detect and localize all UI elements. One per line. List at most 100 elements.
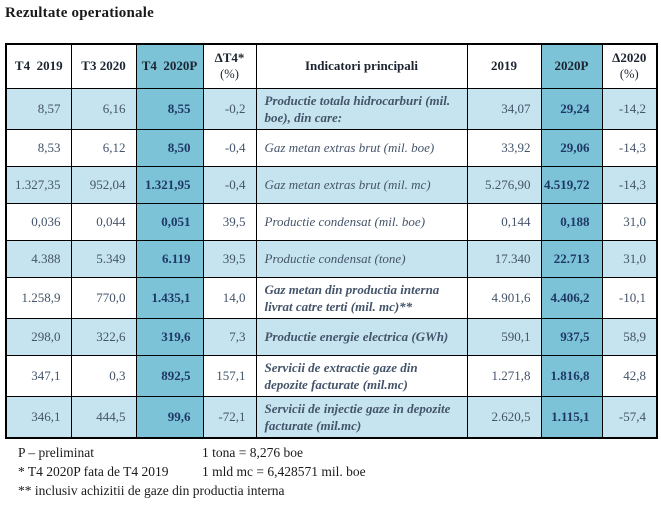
footnote-line-1: P – preliminat 1 tona = 8,276 boe (5, 443, 661, 462)
cell-t4-2019: 4.388 (5, 239, 72, 278)
cell-t4-2019: 8,57 (5, 87, 72, 130)
page-title: Rezultate operationale (5, 5, 154, 21)
footnote-line-3: ** inclusiv achizitii de gaze din produc… (5, 481, 661, 500)
cell-delta-2020: -14,3 (601, 165, 658, 204)
cell-t4-2020p: 892,5 (135, 354, 204, 397)
footnote-line-2: * T4 2020P fata de T4 2019 1 mld mc = 6,4… (5, 462, 661, 481)
column-header-t3-2020: T3 2020 (70, 43, 137, 89)
column-header-label: Indicatori principali (304, 58, 419, 74)
table-header: T4 2019 T3 2020 T4 2020P ΔT4* (%) Indicatori … (5, 43, 658, 89)
cell-t4-2020p: 1.321,95 (135, 165, 204, 204)
column-header-label: 2020P (554, 58, 589, 74)
cell-y2019: 1.271,8 (466, 354, 542, 397)
column-header-y2019: 2019 (466, 43, 542, 89)
cell-delta-2020: 42,8 (601, 354, 658, 397)
cell-t4-2020p: 6.119 (135, 239, 204, 278)
cell-delta-t4: 39,5 (202, 239, 257, 278)
column-header-label: T3 2020 (81, 58, 126, 74)
cell-y2019: 33,92 (466, 128, 542, 167)
cell-t4-2020p: 319,6 (135, 317, 204, 356)
column-header-label: Δ2020 (612, 50, 647, 66)
cell-y2020p: 937,5 (540, 317, 603, 356)
table-row: 0,036 0,044 0,051 39,5 Productie condensat (… (5, 202, 658, 241)
cell-delta-t4: -0,4 (202, 128, 257, 167)
footnote-preliminat: P – preliminat (18, 444, 94, 460)
footnote-achizitii: ** inclusiv achizitii de gaze din produc… (18, 482, 285, 498)
cell-t4-2019: 346,1 (5, 395, 72, 438)
footnote-mldmc-conversion: 1 mld mc = 6,428571 mil. boe (202, 463, 366, 479)
cell-indicator: Gaz metan din productia interna livrat c… (255, 276, 468, 319)
cell-t4-2019: 1.258,9 (5, 276, 72, 319)
footnotes: P – preliminat 1 tona = 8,276 boe * T4 20… (5, 443, 661, 500)
cell-t3-2020: 6,12 (70, 128, 137, 167)
cell-indicator: Productie condensat (tone) (255, 239, 468, 278)
column-header-label: T4 2020P (141, 58, 198, 74)
column-header-t4-2019: T4 2019 (5, 43, 72, 89)
cell-delta-2020: 31,0 (601, 202, 658, 241)
table-row: 346,1 444,5 99,6 -72,1 Servicii de injectie … (5, 395, 658, 438)
cell-y2020p: 29,06 (540, 128, 603, 167)
column-header-delta-2020: Δ2020 (%) (601, 43, 658, 89)
cell-delta-t4: 157,1 (202, 354, 257, 397)
footnote-t4-comparison: * T4 2020P fata de T4 2019 (18, 463, 169, 479)
cell-delta-2020: 58,9 (601, 317, 658, 356)
column-header-t4-2020p: T4 2020P (135, 43, 204, 89)
table-row: 1.258,9 770,0 1.435,1 14,0 Gaz metan din pro… (5, 276, 658, 319)
column-header-y2020p: 2020P (540, 43, 603, 89)
cell-t3-2020: 6,16 (70, 87, 137, 130)
column-header-unit: (%) (220, 67, 239, 82)
cell-y2019: 2.620,5 (466, 395, 542, 438)
table-row: 8,53 6,12 8,50 -0,4 Gaz metan extras brut (m… (5, 128, 658, 167)
cell-delta-t4: -0,2 (202, 87, 257, 130)
cell-y2019: 17.340 (466, 239, 542, 278)
cell-delta-2020: -14,3 (601, 128, 658, 167)
cell-t3-2020: 0,3 (70, 354, 137, 397)
cell-t4-2019: 1.327,35 (5, 165, 72, 204)
cell-t3-2020: 5.349 (70, 239, 137, 278)
column-header-unit: (%) (619, 67, 639, 82)
cell-delta-t4: 39,5 (202, 202, 257, 241)
table-row: 298,0 322,6 319,6 7,3 Productie energie elec… (5, 317, 658, 356)
cell-indicator: Servicii de injectie gaze in depozite fa… (255, 395, 468, 438)
cell-delta-2020: -57,4 (601, 395, 658, 438)
cell-delta-2020: 31,0 (601, 239, 658, 278)
cell-delta-t4: 7,3 (202, 317, 257, 356)
cell-delta-t4: -0,4 (202, 165, 257, 204)
cell-t3-2020: 952,04 (70, 165, 137, 204)
column-header-indicator: Indicatori principali (255, 43, 468, 89)
cell-y2020p: 29,24 (540, 87, 603, 130)
cell-t4-2020p: 99,6 (135, 395, 204, 438)
cell-t3-2020: 770,0 (70, 276, 137, 319)
cell-y2020p: 0,188 (540, 202, 603, 241)
column-header-label: ΔT4* (214, 50, 245, 66)
cell-delta-2020: -14,2 (601, 87, 658, 130)
cell-y2019: 34,07 (466, 87, 542, 130)
cell-y2020p: 1.816,8 (540, 354, 603, 397)
cell-t4-2019: 8,53 (5, 128, 72, 167)
cell-delta-t4: 14,0 (202, 276, 257, 319)
cell-indicator: Servicii de extractie gaze din depozite … (255, 354, 468, 397)
cell-t4-2020p: 0,051 (135, 202, 204, 241)
cell-delta-2020: -10,1 (601, 276, 658, 319)
cell-y2020p: 4.519,72 (540, 165, 603, 204)
cell-t4-2019: 347,1 (5, 354, 72, 397)
cell-indicator: Productie condensat (mil. boe) (255, 202, 468, 241)
cell-t3-2020: 0,044 (70, 202, 137, 241)
cell-t4-2019: 298,0 (5, 317, 72, 356)
cell-t4-2020p: 1.435,1 (135, 276, 204, 319)
column-header-label: 2019 (491, 58, 517, 74)
header-row: T4 2019 T3 2020 T4 2020P ΔT4* (%) Indicatori … (5, 43, 658, 89)
operational-results-table: T4 2019 T3 2020 T4 2020P ΔT4* (%) Indicatori … (5, 43, 658, 439)
cell-y2019: 590,1 (466, 317, 542, 356)
cell-y2020p: 4.406,2 (540, 276, 603, 319)
column-header-delta-t4: ΔT4* (%) (202, 43, 257, 89)
table-row: 347,1 0,3 892,5 157,1 Servicii de extractie … (5, 354, 658, 397)
cell-y2019: 5.276,90 (466, 165, 542, 204)
footnote-tona-conversion: 1 tona = 8,276 boe (202, 444, 303, 460)
table-row: 1.327,35 952,04 1.321,95 -0,4 Gaz metan extr… (5, 165, 658, 204)
cell-t3-2020: 444,5 (70, 395, 137, 438)
column-header-label: T4 2019 (14, 58, 63, 74)
table-row: 8,57 6,16 8,55 -0,2 Productie totala hidroca… (5, 87, 658, 130)
cell-indicator: Gaz metan extras brut (mil. mc) (255, 165, 468, 204)
